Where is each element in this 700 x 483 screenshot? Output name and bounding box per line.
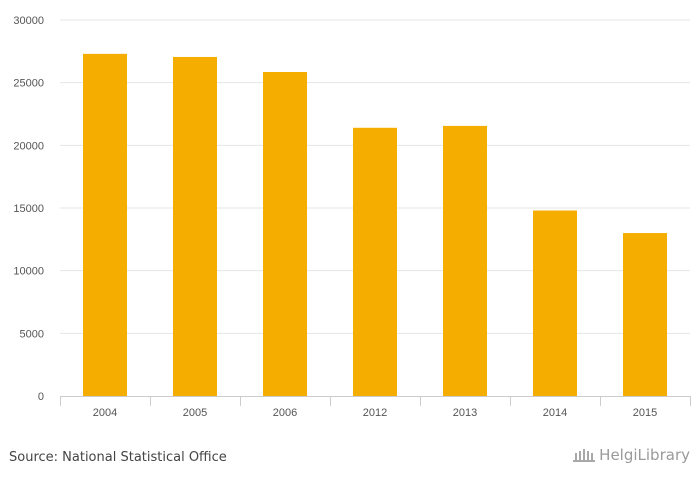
bar-2014[interactable] bbox=[533, 210, 577, 396]
y-tick-label: 20000 bbox=[13, 140, 44, 152]
logo-text: HelgiLibrary bbox=[599, 446, 690, 464]
bar-2012[interactable] bbox=[353, 127, 397, 396]
y-tick-label: 15000 bbox=[13, 203, 44, 215]
bars bbox=[83, 53, 667, 397]
y-tick-label: 10000 bbox=[13, 266, 44, 278]
y-axis-ticks: 0 5000 10000 15000 20000 25000 30000 bbox=[13, 15, 44, 403]
x-tick-label: 2004 bbox=[93, 407, 117, 419]
bar-2004[interactable] bbox=[83, 53, 127, 397]
bar-2005[interactable] bbox=[173, 56, 217, 397]
x-tick-label: 2014 bbox=[543, 407, 567, 419]
library-building-icon bbox=[573, 449, 596, 462]
y-tick-label: 5000 bbox=[20, 328, 44, 340]
x-tick-label: 2012 bbox=[363, 407, 387, 419]
x-tick-label: 2015 bbox=[633, 407, 657, 419]
x-tick-label: 2006 bbox=[273, 407, 297, 419]
bar-2013[interactable] bbox=[443, 125, 487, 396]
y-tick-label: 25000 bbox=[13, 78, 44, 90]
x-axis: 2004 2005 2006 2012 2013 2014 2015 bbox=[60, 396, 691, 419]
x-tick-label: 2005 bbox=[183, 407, 207, 419]
helgi-library-logo: HelgiLibrary bbox=[572, 446, 690, 464]
y-tick-label: 0 bbox=[38, 391, 44, 403]
source-note: Source: National Statistical Office bbox=[9, 450, 227, 465]
x-tick-label: 2013 bbox=[453, 407, 477, 419]
bar-2015[interactable] bbox=[623, 233, 667, 396]
y-tick-label: 30000 bbox=[13, 15, 44, 27]
bar-2006[interactable] bbox=[263, 72, 307, 396]
